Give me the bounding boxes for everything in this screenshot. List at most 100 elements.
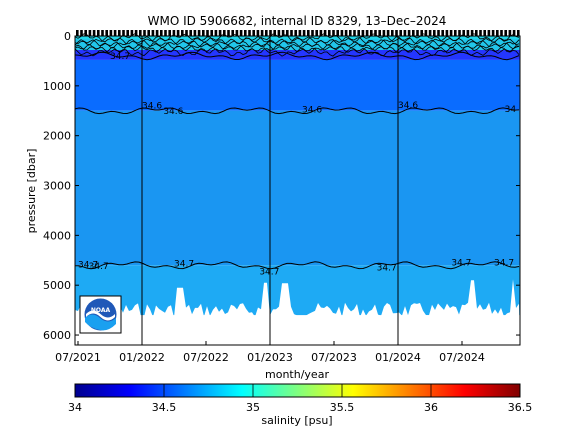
logo-text: NOAA [91,307,111,314]
profile-marker [403,30,407,36]
x-tick-label: 07/2021 [55,351,101,364]
profile-marker [256,30,260,36]
surface-contour-line [74,38,520,49]
contour-label: 34.6 [398,101,418,111]
contour-line [74,261,520,270]
profile-marker [353,30,356,36]
profile-marker [202,30,205,36]
y-axis-label: pressure [dbar] [25,149,38,234]
profile-marker [445,30,449,36]
profile-marker [197,30,201,36]
colorbar-tick-label: 35 [246,401,260,414]
profile-marker [252,30,255,36]
profile-marker [143,30,146,36]
profile-marker [504,30,507,36]
profile-marker [298,30,302,36]
profile-marker [101,30,104,36]
profile-marker [76,30,79,36]
colorbar-tick-label: 36 [424,401,438,414]
x-tick-label: 01/2024 [375,351,421,364]
profile-marker [420,30,423,36]
profile-marker [130,30,134,36]
year-boundary-lines [141,36,399,345]
contour-label: 34.6 [142,101,162,111]
profile-marker [139,30,142,36]
seafloor-mask [75,279,520,345]
profile-marker [479,30,482,36]
profile-marker [281,30,285,36]
y-tick-label: 2000 [43,130,71,143]
x-tick-label: 07/2024 [439,351,485,364]
profile-marker [357,30,360,36]
contour-label: 34.7 [377,263,397,273]
contour-label: 34.7 [451,258,471,268]
profile-marker [428,30,432,36]
salinity-layer [75,59,520,111]
contour-label: 34.6 [163,107,183,117]
contour-line [74,107,520,115]
profile-marker [189,30,192,36]
profile-marker [349,30,352,36]
profile-marker [424,30,428,36]
profile-marker [462,30,465,36]
profile-marker [172,30,176,36]
profile-marker [294,30,297,36]
profile-marker [235,30,239,36]
contour-label: 34.7 [110,52,130,62]
colorbar-tick-label: 34 [68,401,82,414]
y-tick-label: 1000 [43,80,71,93]
profile-marker [365,30,369,36]
y-tick-label: 3000 [43,180,71,193]
profile-marker [223,30,226,36]
profile-marker [113,30,117,36]
profile-marker [340,30,344,36]
y-tick-label: 5000 [43,279,71,292]
profile-marker [500,30,503,36]
profile-marker [386,30,390,36]
y-axis: 0 1000 2000 3000 4000 5000 6000 [43,30,520,342]
profile-marker [227,30,230,36]
seafloor-white [75,279,520,345]
x-tick-label: 07/2022 [183,351,229,364]
profile-marker [269,30,272,36]
contour-label: 34 [505,105,517,115]
profile-marker [361,30,365,36]
profile-marker [210,30,213,36]
profile-marker [80,30,83,36]
surface-contour-line [74,44,520,54]
profile-marker [151,30,155,36]
contour-label: 34.6 [302,105,322,115]
profile-marker [92,30,96,36]
surface-contour-line [74,33,520,43]
contour-label: 34.7 [494,258,514,268]
profile-marker [239,30,243,36]
profile-marker [508,30,512,36]
surface-contour-line [74,35,520,46]
colorbar-tick-label: 34.5 [152,401,177,414]
profile-marker [109,30,113,36]
profile-marker [433,30,436,36]
profile-marker [470,30,474,36]
logo-white-band [86,310,115,321]
contour-lines [74,33,520,270]
profile-marker [88,30,92,36]
contour-line [74,51,520,61]
profile-marker [382,30,386,36]
y-tick-label: 0 [64,30,71,43]
profile-marker [374,30,377,36]
profile-marker [319,30,323,36]
profile-marker [454,30,457,36]
profile-marker [496,30,499,36]
profile-marker [97,30,100,36]
profile-marker [181,30,184,36]
plot-frame [74,35,521,346]
profile-marker [273,30,276,36]
profile-marker [395,30,398,36]
profile-marker [517,30,520,36]
profile-marker [475,30,478,36]
profile-marker [416,30,419,36]
contour-label: 34.7 [174,259,194,269]
profile-marker [185,30,188,36]
